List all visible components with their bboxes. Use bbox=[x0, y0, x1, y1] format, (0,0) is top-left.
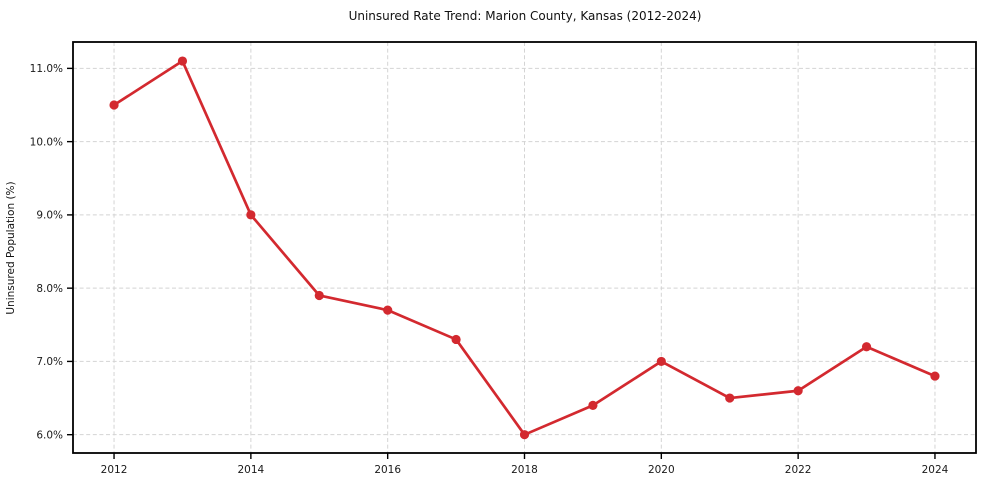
chart-title: Uninsured Rate Trend: Marion County, Kan… bbox=[349, 9, 702, 23]
x-tick-label: 2016 bbox=[374, 464, 401, 476]
y-tick-label: 6.0% bbox=[36, 429, 63, 441]
data-point bbox=[177, 56, 188, 66]
y-tick-label: 10.0% bbox=[30, 136, 63, 148]
data-point bbox=[656, 356, 666, 367]
x-tick-label: 2024 bbox=[922, 464, 949, 476]
data-point bbox=[725, 393, 735, 403]
data-point bbox=[793, 386, 803, 396]
x-tick-label: 2018 bbox=[511, 464, 538, 476]
y-tick-label: 11.0% bbox=[30, 63, 63, 75]
data-point bbox=[451, 334, 461, 345]
data-point bbox=[109, 100, 119, 110]
data-point bbox=[861, 342, 872, 352]
y-tick-label: 9.0% bbox=[36, 210, 63, 222]
y-axis-label: Uninsured Population (%) bbox=[5, 181, 17, 314]
chart-layers: 6.0% 7.0% 8.0% 9.0% 10.0% 11.0% 2012 2014 2016 20… bbox=[30, 41, 977, 476]
data-point bbox=[246, 210, 256, 220]
data-point bbox=[930, 371, 940, 381]
data-point bbox=[519, 430, 530, 440]
x-tick-label: 2022 bbox=[785, 464, 812, 476]
data-point bbox=[314, 290, 324, 301]
x-tick-label: 2012 bbox=[101, 464, 128, 476]
y-tick-label: 8.0% bbox=[36, 283, 63, 295]
y-tick-label: 7.0% bbox=[36, 356, 63, 368]
data-point bbox=[383, 305, 393, 315]
data-point bbox=[588, 400, 598, 410]
x-tick-label: 2014 bbox=[237, 464, 264, 476]
x-tick-label: 2020 bbox=[648, 464, 675, 476]
